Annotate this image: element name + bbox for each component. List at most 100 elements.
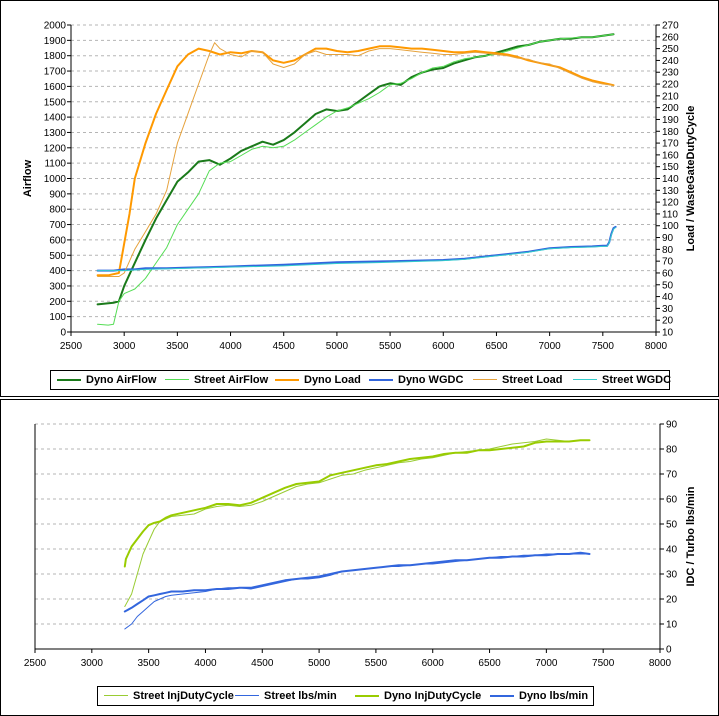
- y-tick-label: 1500: [44, 97, 67, 108]
- x-tick-label: 3500: [166, 341, 189, 352]
- legend-swatch: [165, 379, 189, 380]
- y-tick-label: 600: [49, 235, 66, 246]
- y2-tick-label: 90: [662, 233, 674, 244]
- y2-tick-label: 40: [662, 292, 674, 303]
- x-tick-label: 5000: [308, 658, 331, 669]
- legend-swatch: [573, 379, 597, 380]
- y-tick-label: 1200: [44, 143, 67, 154]
- series-line-street-wgdc: [97, 227, 617, 272]
- y2-tick-label: 90: [666, 420, 678, 431]
- y2-tick-label: 80: [666, 445, 678, 456]
- x-tick-label: 4000: [219, 341, 242, 352]
- y-tick-label: 900: [49, 189, 66, 200]
- series-line-dyno-load: [96, 45, 615, 277]
- legend-bottom: Street InjDutyCycle Street lbs/min Dyno In…: [97, 686, 594, 706]
- y2-tick-label: 70: [666, 470, 678, 481]
- y2-tick-label: 10: [662, 328, 674, 339]
- x-tick-label: 4000: [194, 658, 217, 669]
- y-tick-label: 800: [49, 205, 66, 216]
- x-tick-label: 7000: [535, 658, 558, 669]
- y2-tick-label: 210: [662, 91, 679, 102]
- x-tick-label: 7500: [592, 341, 615, 352]
- y2-tick-label: 150: [662, 162, 679, 173]
- y2-tick-label: 220: [662, 80, 679, 91]
- series-line-dyno-lbs-min: [123, 551, 591, 613]
- legend-swatch: [355, 695, 379, 697]
- legend-label: Street AirFlow: [194, 374, 269, 386]
- y2-tick-label: 10: [666, 620, 678, 631]
- y-tick-label: 1400: [44, 113, 67, 124]
- y2-tick-label: 200: [662, 103, 679, 114]
- legend-swatch: [235, 695, 259, 696]
- y2-tick-label: 50: [666, 520, 678, 531]
- legend-label: Dyno InjDutyCycle: [384, 690, 482, 702]
- y2-tick-label: 250: [662, 44, 679, 55]
- legend-swatch: [369, 379, 393, 381]
- series-line-dyno-injdutycycle: [123, 439, 591, 568]
- y-tick-label: 300: [49, 281, 66, 292]
- y-tick-label: 1100: [44, 159, 66, 170]
- y2-tick-label: 50: [662, 280, 674, 291]
- x-tick-label: 6000: [422, 658, 445, 669]
- y2-tick-label: 110: [662, 209, 678, 220]
- legend-label: Dyno lbs/min: [519, 690, 589, 702]
- y-tick-label: 1600: [44, 82, 67, 93]
- x-tick-label: 6500: [478, 658, 501, 669]
- y2-tick-label: 30: [666, 570, 678, 581]
- x-tick-label: 7500: [592, 658, 615, 669]
- y2-tick-label: 260: [662, 32, 679, 43]
- y2-tick-label: 20: [662, 316, 674, 327]
- series-line-dyno-airflow: [96, 33, 615, 306]
- x-tick-label: 6000: [432, 341, 455, 352]
- y2-tick-label: 80: [662, 245, 674, 256]
- y2-tick-label: 160: [662, 150, 679, 161]
- y2-tick-label: 170: [662, 139, 679, 150]
- x-tick-label: 3000: [113, 341, 136, 352]
- y2-tick-label: 180: [662, 127, 679, 138]
- y2-tick-label: 100: [662, 221, 679, 232]
- y-tick-label: 2000: [44, 21, 67, 32]
- y2-tick-label: 70: [662, 257, 674, 268]
- x-tick-label: 2500: [60, 341, 83, 352]
- series-line-street-load: [97, 42, 614, 277]
- legend-swatch: [57, 379, 81, 381]
- x-tick-label: 3500: [138, 658, 161, 669]
- y-tick-label: 700: [49, 220, 66, 231]
- legend-swatch: [473, 379, 497, 380]
- y-tick-label: 1000: [44, 174, 67, 185]
- y2-axis-title: IDC / Turbo lbs/min: [685, 486, 697, 586]
- series-line-dyno-wgdc: [96, 225, 617, 272]
- legend-label: Street WGDC: [602, 374, 672, 386]
- idc-lbs-chart: 2500 3000 3500 4000 4500 5000 5500 6000 6500 7000…: [24, 420, 697, 670]
- y-tick-label: 200: [49, 297, 66, 308]
- y-tick-label: 400: [49, 266, 66, 277]
- legend-label: Street lbs/min: [264, 690, 337, 702]
- idc-lbs-chart-panel: 2500 3000 3500 4000 4500 5000 5500 6000 6500 7000…: [0, 399, 719, 716]
- y2-tick-label: 130: [662, 186, 679, 197]
- legend-swatch: [490, 695, 514, 697]
- legend-label: Dyno WGDC: [398, 374, 464, 386]
- y2-tick-label: 20: [666, 595, 678, 606]
- y2-tick-label: 60: [666, 495, 678, 506]
- x-tick-label: 4500: [273, 341, 296, 352]
- x-tick-label: 2500: [24, 658, 47, 669]
- airflow-load-chart-panel: 2500 3000 3500 4000 4500 5000 5500 6000 6500 7000…: [0, 0, 719, 397]
- x-tick-label: 8000: [649, 658, 672, 669]
- y2-tick-label: 240: [662, 56, 679, 67]
- y2-axis-title: Load / WasteGateDutyCycle: [685, 106, 697, 252]
- y2-tick-label: 30: [662, 304, 674, 315]
- y-tick-label: 1300: [44, 128, 67, 139]
- y-tick-label: 1700: [44, 67, 67, 78]
- x-tick-label: 5500: [379, 341, 402, 352]
- y-tick-label: 1800: [44, 51, 67, 62]
- y-tick-label: 100: [49, 312, 66, 323]
- x-tick-label: 5500: [365, 658, 388, 669]
- y2-tick-label: 0: [666, 645, 672, 656]
- series-line-street-lbs-min: [124, 553, 590, 630]
- x-tick-label: 6500: [485, 341, 508, 352]
- series-line-street-injdutycycle: [124, 438, 590, 607]
- legend-top: Dyno AirFlow Street AirFlow Dyno Load Dyno …: [50, 370, 672, 390]
- legend-label: Dyno AirFlow: [86, 374, 157, 386]
- x-tick-label: 8000: [645, 341, 668, 352]
- x-tick-label: 5000: [326, 341, 349, 352]
